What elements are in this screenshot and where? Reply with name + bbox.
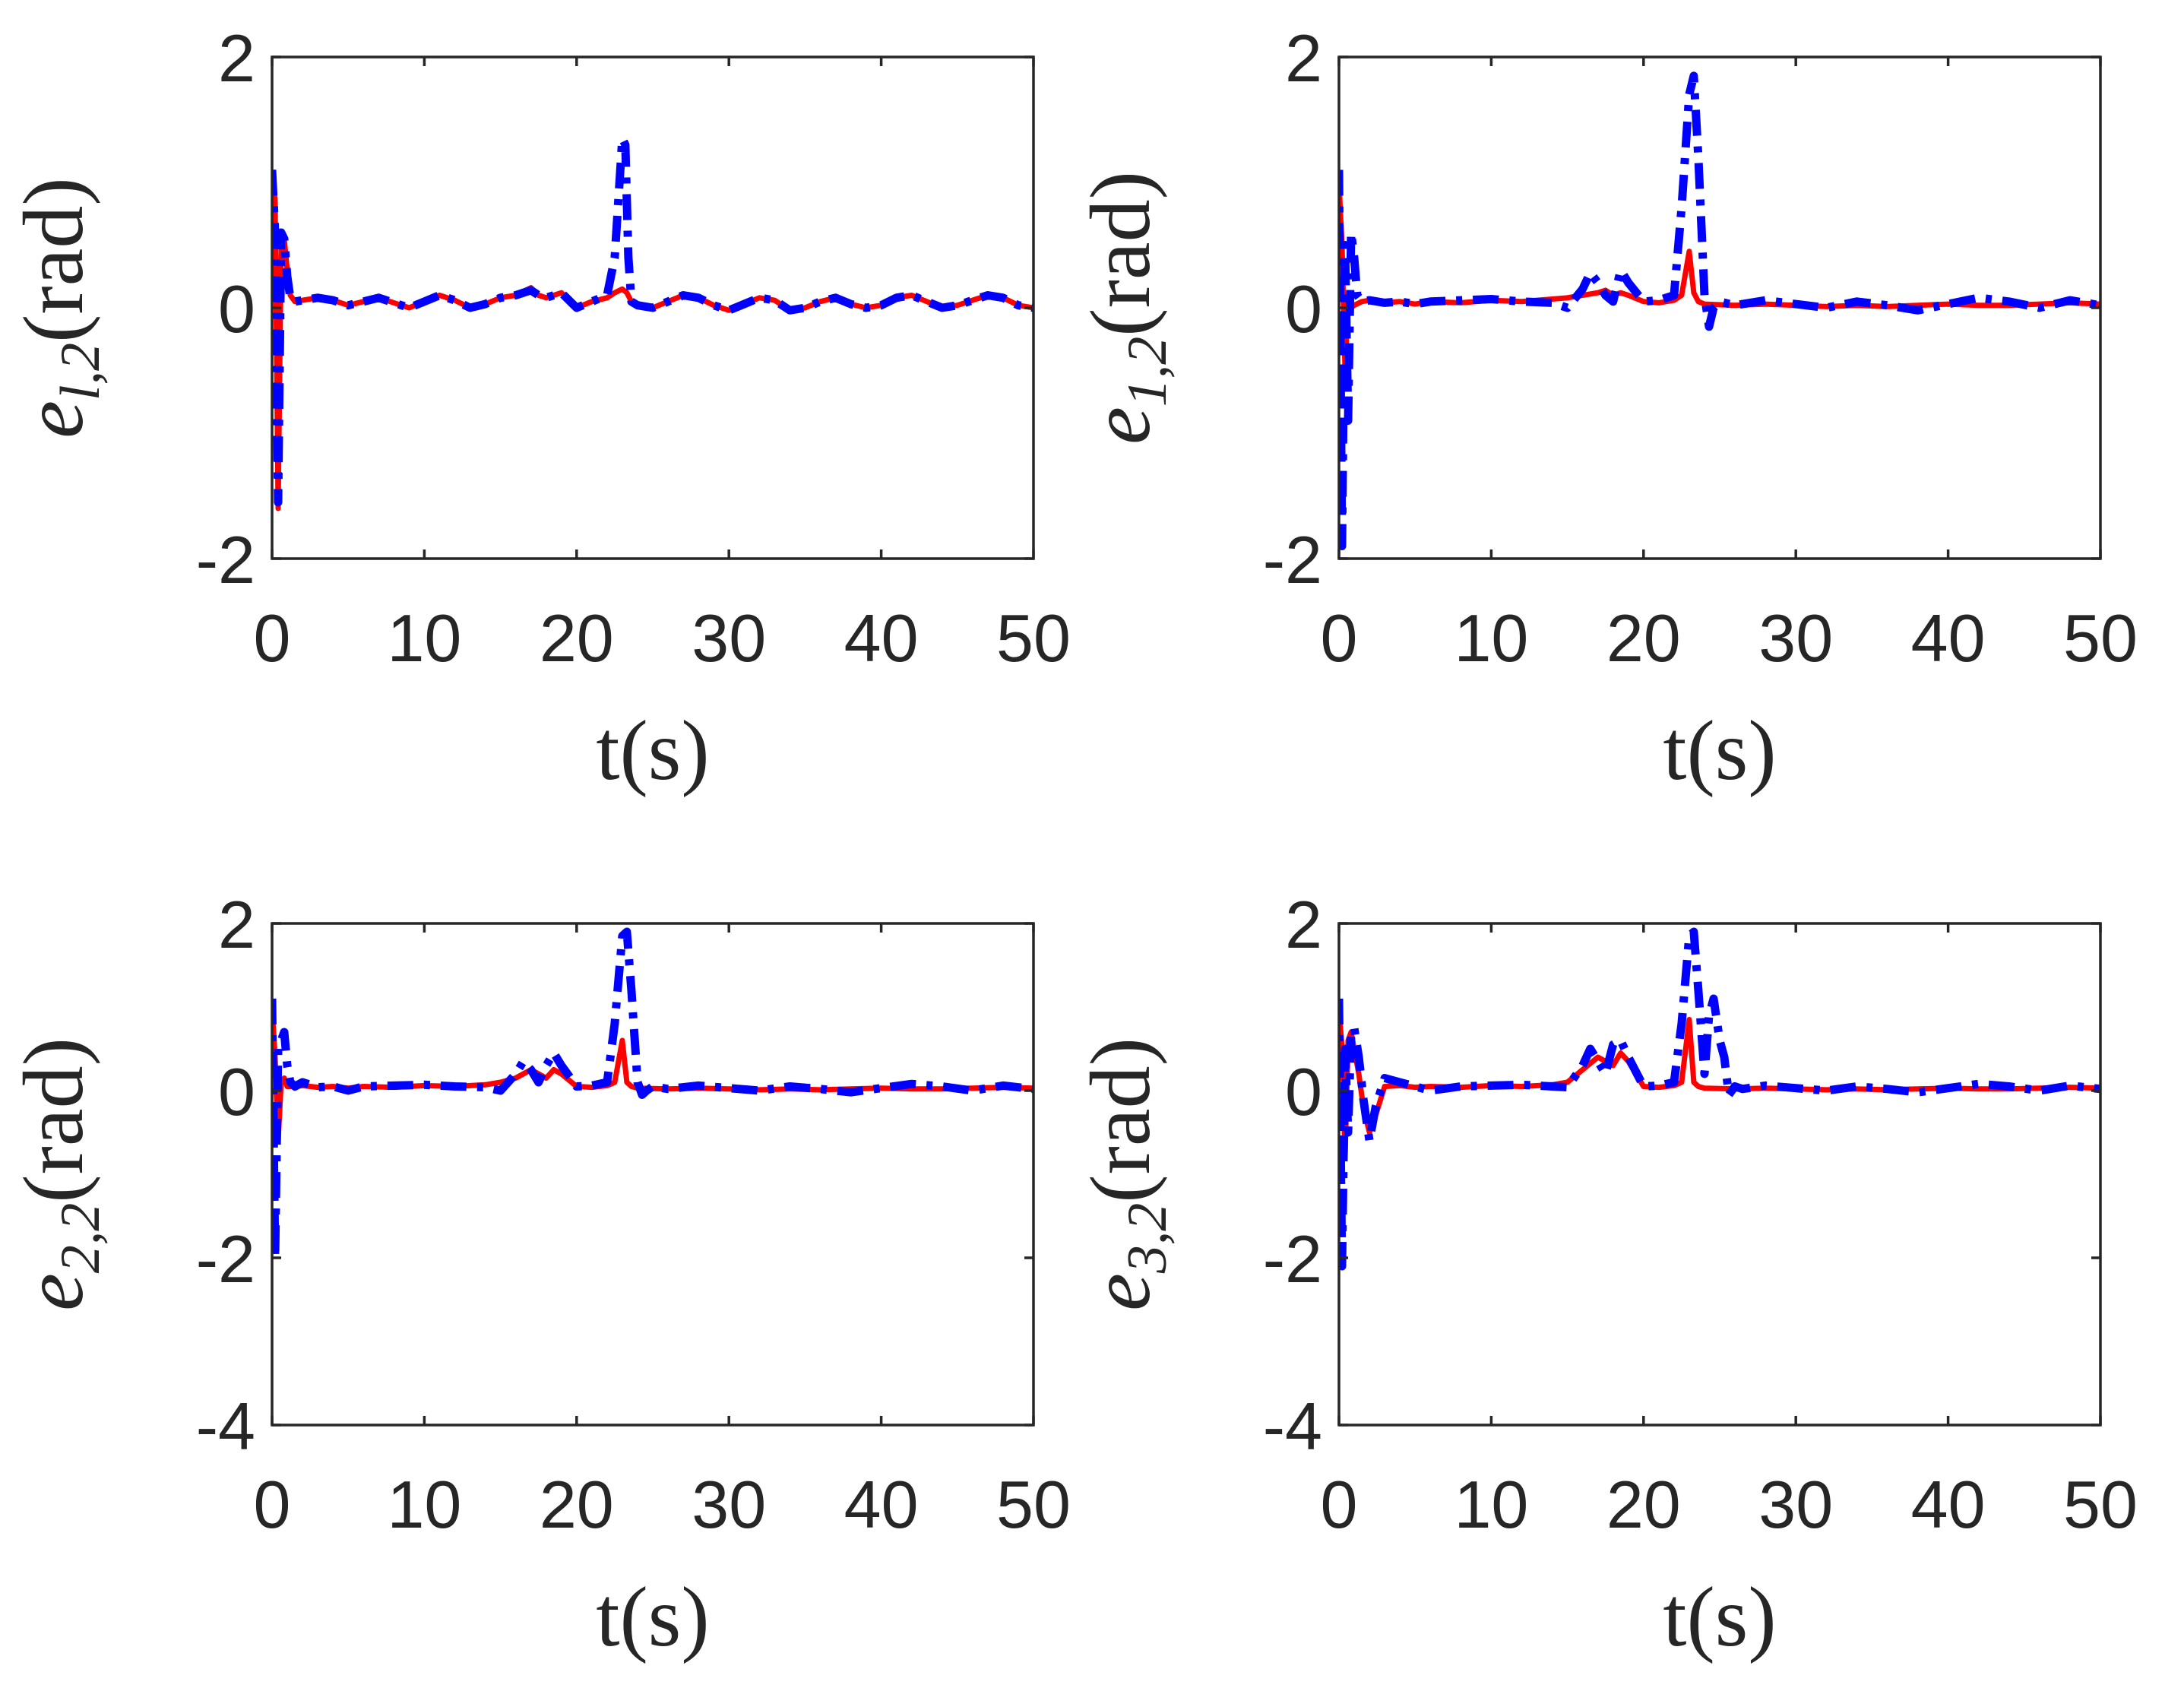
y-axis-subscript: l,2	[49, 343, 112, 401]
x-tick-label: 0	[1321, 600, 1358, 676]
y-tick-label: 2	[218, 887, 255, 962]
x-axis-var: t	[596, 704, 619, 798]
x-tick-label: 50	[996, 600, 1071, 676]
x-tick-label: 0	[254, 600, 291, 676]
y-axis-unit: (rad)	[7, 177, 101, 343]
x-tick-label: 50	[996, 1467, 1071, 1542]
x-tick-label: 50	[2063, 1467, 2138, 1542]
x-axis-label: t(s)	[596, 1570, 709, 1664]
x-tick-label: 20	[1606, 600, 1681, 676]
series-line-red	[1339, 182, 2100, 373]
x-axis-unit: (s)	[1686, 1570, 1776, 1664]
series-line-blue	[1339, 927, 2100, 1271]
axes-frame	[1337, 922, 2102, 1427]
y-axis-var: e	[7, 401, 101, 439]
x-tick-label: 30	[1758, 600, 1833, 676]
y-tick-label: -2	[1263, 522, 1322, 597]
series-line-blue	[1339, 71, 2100, 550]
plot-area	[272, 927, 1033, 1262]
x-axis-unit: (s)	[619, 1570, 709, 1664]
x-tick-label: 30	[692, 600, 766, 676]
x-tick-label: 50	[2063, 600, 2138, 676]
y-tick-label: 2	[1285, 887, 1322, 962]
x-tick-label: 10	[387, 1467, 461, 1542]
y-axis-unit: (rad)	[7, 1037, 101, 1203]
plot-area	[272, 134, 1033, 511]
x-axis-label: t(s)	[1663, 704, 1776, 798]
y-axis-subscript: 3,2	[1116, 1203, 1179, 1275]
y-tick-label: 0	[1285, 271, 1322, 347]
y-axis-label: el,2(rad)	[7, 177, 112, 438]
x-tick-label: 0	[1321, 1467, 1358, 1542]
x-tick-label: 40	[1911, 600, 1986, 676]
x-tick-label: 40	[844, 1467, 919, 1542]
plot-area	[1339, 71, 2100, 550]
chart-panel-3: 0 10 20 30 40 50 -4 -2 0 2 t(s) e2,2(rad)	[7, 887, 1071, 1664]
y-axis-var: e	[1074, 407, 1168, 445]
x-axis-var: t	[1663, 1570, 1686, 1664]
plot-area	[1339, 927, 2100, 1271]
y-tick-label: 0	[218, 271, 255, 347]
x-tick-label: 20	[540, 600, 614, 676]
x-tick-label: 10	[387, 600, 461, 676]
y-tick-label: 2	[1285, 21, 1322, 96]
x-tick-label: 40	[1911, 1467, 1986, 1542]
y-axis-var: e	[7, 1273, 101, 1311]
y-tick-label: 0	[218, 1054, 255, 1129]
y-tick-label: -2	[196, 1221, 255, 1297]
x-tick-label: 10	[1454, 600, 1528, 676]
y-axis-label: e2,2(rad)	[7, 1037, 112, 1311]
series-line-red	[272, 169, 1033, 511]
y-axis-subscript: 1,2	[1116, 337, 1179, 407]
y-axis-label: e1,2(rad)	[1074, 171, 1179, 445]
y-axis-label: e3,2(rad)	[1074, 1037, 1179, 1311]
x-tick-label: 20	[540, 1467, 614, 1542]
x-axis-unit: (s)	[619, 704, 709, 798]
series-line-blue	[272, 134, 1033, 507]
x-axis-unit: (s)	[1686, 704, 1776, 798]
x-tick-label: 10	[1454, 1467, 1528, 1542]
y-axis-unit: (rad)	[1074, 171, 1168, 337]
y-tick-label: -4	[196, 1389, 255, 1464]
x-tick-label: 30	[692, 1467, 766, 1542]
x-tick-label: 30	[1758, 1467, 1833, 1542]
axes-frame	[271, 922, 1035, 1427]
x-axis-var: t	[596, 1570, 619, 1664]
series-line-red	[272, 1006, 1033, 1144]
x-axis-var: t	[1663, 704, 1686, 798]
x-axis-label: t(s)	[1663, 1570, 1776, 1664]
x-axis-label: t(s)	[596, 704, 709, 798]
y-tick-label: 0	[1285, 1054, 1322, 1129]
y-tick-label: 2	[218, 21, 255, 96]
y-tick-label: -4	[1263, 1389, 1322, 1464]
y-tick-label: -2	[196, 522, 255, 597]
x-tick-label: 40	[844, 600, 919, 676]
y-axis-unit: (rad)	[1074, 1037, 1168, 1203]
chart-panel-4: 0 10 20 30 40 50 -4 -2 0 2 t(s) e3,2(rad)	[1074, 887, 2138, 1664]
x-tick-label: 0	[254, 1467, 291, 1542]
y-tick-label: -2	[1263, 1221, 1322, 1297]
series-line-blue	[272, 927, 1033, 1262]
x-tick-label: 20	[1606, 1467, 1681, 1542]
y-axis-subscript: 2,2	[49, 1203, 112, 1274]
y-axis-var: e	[1074, 1273, 1168, 1311]
